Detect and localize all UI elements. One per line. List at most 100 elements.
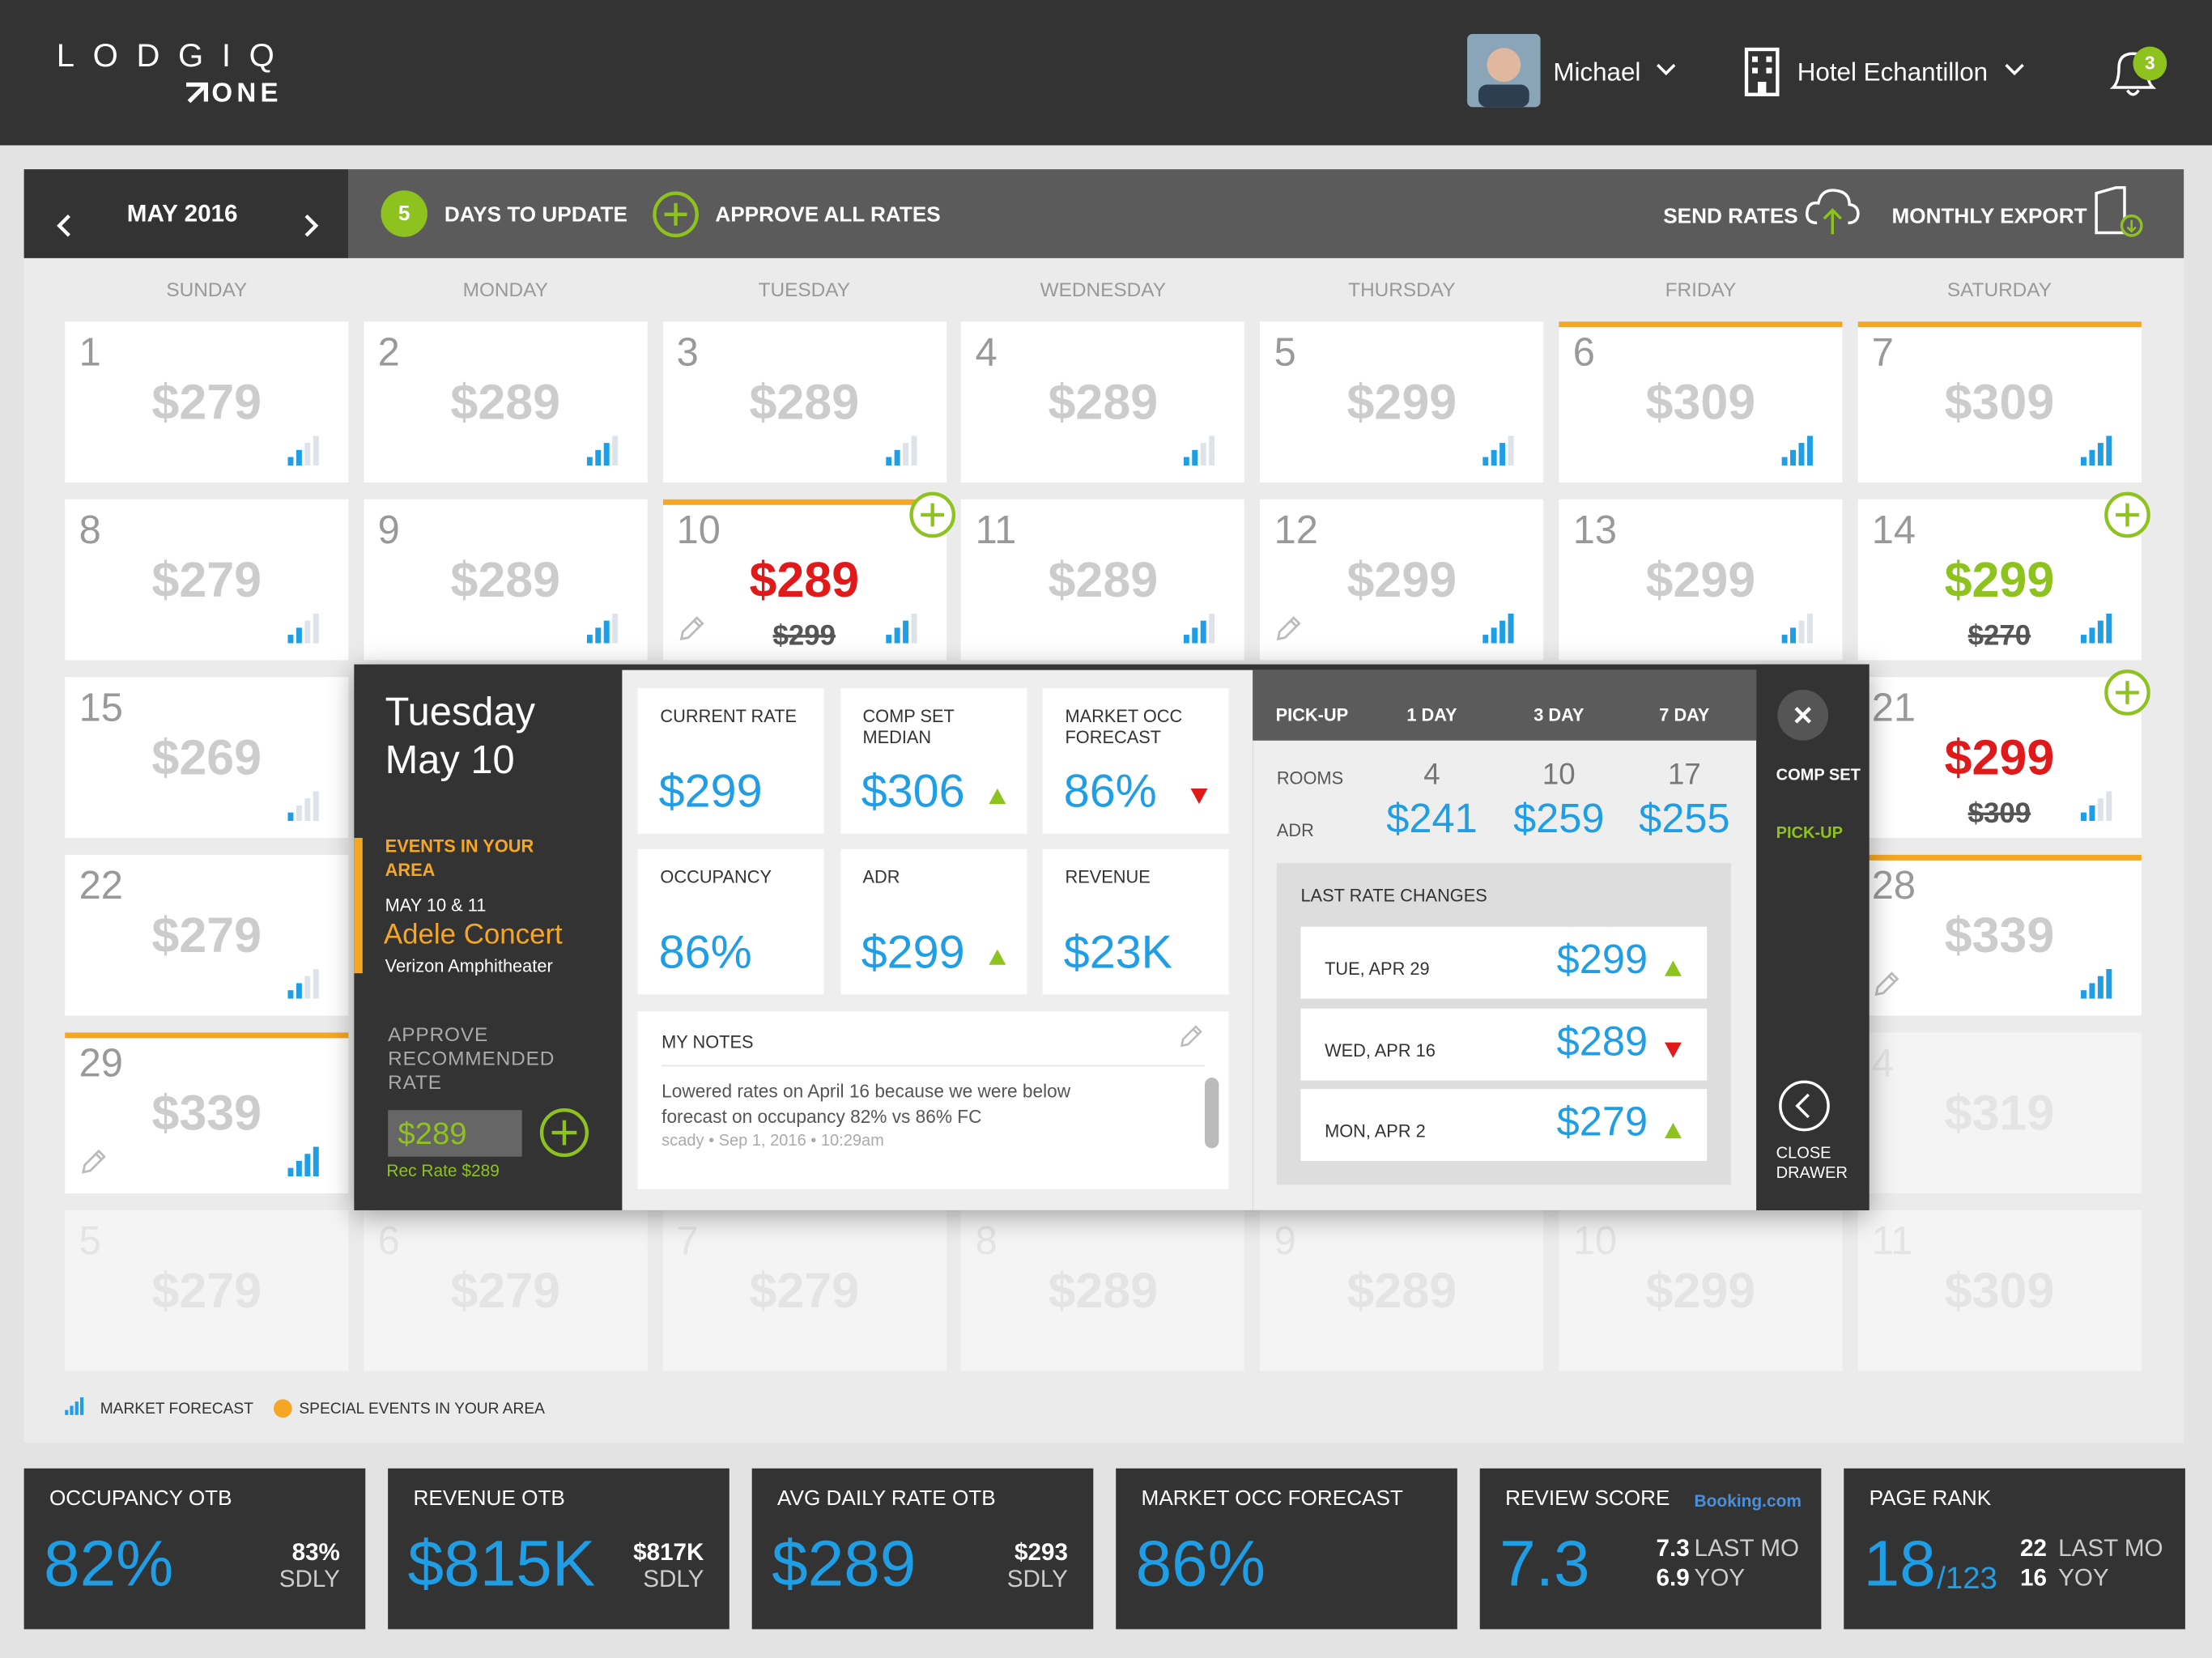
edit-icon[interactable]: [79, 1148, 108, 1176]
approve-rate[interactable]: [2103, 669, 2150, 716]
day-cell[interactable]: 9 $289: [364, 499, 648, 661]
notes-scrollbar: [1204, 1078, 1219, 1149]
day-cell[interactable]: 21 $299 $309: [1857, 677, 2142, 838]
user-name[interactable]: Michael: [1553, 57, 1641, 87]
approve-rate[interactable]: [539, 1107, 590, 1158]
day-cell[interactable]: 7 $279: [662, 1209, 946, 1371]
kpi-history-value: 16: [2020, 1564, 2048, 1592]
kpi-card: PAGE RANK 18/123 22 LAST MO 16 YOY: [1844, 1468, 2185, 1630]
weekday: MONDAY: [462, 278, 548, 301]
day-cell[interactable]: 28 $339: [1857, 854, 2142, 1016]
day-cell[interactable]: 22 $279: [65, 854, 349, 1016]
day-cell[interactable]: 3 $289: [662, 321, 946, 483]
metric-tile: COMP SET MEDIAN $306: [840, 688, 1027, 834]
day-cell[interactable]: 8 $279: [65, 499, 349, 661]
day-cell[interactable]: 4 $289: [961, 321, 1245, 483]
day-cell[interactable]: 15 $269: [65, 677, 349, 838]
hotel-name[interactable]: Hotel Echantillon: [1797, 57, 1989, 87]
edit-icon[interactable]: [677, 615, 705, 644]
kpi-history-value: 7.3: [1656, 1534, 1690, 1562]
approve-all[interactable]: APPROVE ALL RATES: [715, 202, 941, 227]
day-number: 11: [975, 508, 1017, 552]
day-cell[interactable]: 10 $289 $299: [662, 499, 946, 661]
kpi-value: 18: [1863, 1526, 1936, 1600]
send-rates[interactable]: SEND RATES: [1663, 204, 1798, 229]
kpi-value: 7.3: [1499, 1526, 1590, 1600]
day-cell[interactable]: 11 $289: [961, 499, 1245, 661]
day-cell[interactable]: 14 $299 $270: [1857, 499, 2142, 661]
day-cell[interactable]: 12 $299: [1260, 499, 1544, 661]
day-rate: $289: [450, 553, 561, 608]
prev-month[interactable]: [53, 211, 76, 240]
market-forecast: [1482, 613, 1514, 644]
edit-icon[interactable]: [1178, 1024, 1203, 1049]
hotel-caret[interactable]: [2003, 62, 2026, 79]
day-cell[interactable]: 10 $299: [1559, 1209, 1843, 1371]
next-month[interactable]: [299, 211, 321, 240]
notes-meta: scady • Sep 1, 2016 • 10:29am: [661, 1133, 884, 1150]
day-cell[interactable]: 9 $289: [1260, 1209, 1544, 1371]
days-label[interactable]: DAYS TO UPDATE: [444, 202, 627, 227]
approve-rate[interactable]: [908, 491, 955, 538]
trend-up: [988, 788, 1006, 805]
kpi-compare: $293: [1015, 1538, 1068, 1567]
kpi-card: AVG DAILY RATE OTB $289 $293 SDLY: [751, 1468, 1094, 1630]
day-number: 21: [1871, 685, 1916, 729]
day-cell[interactable]: 8 $289: [961, 1209, 1245, 1371]
kpi-history-label: YOY: [2058, 1564, 2109, 1592]
day-cell[interactable]: 2 $289: [364, 321, 648, 483]
kpi-compare-label: SDLY: [279, 1566, 340, 1593]
day-cell[interactable]: 4 $319: [1857, 1032, 2142, 1194]
day-number: 28: [1871, 863, 1916, 908]
rate-input[interactable]: $289: [388, 1110, 522, 1157]
metric-label: OCCUPANCY: [660, 867, 772, 887]
day-cell[interactable]: 7 $309: [1857, 321, 2142, 483]
day-cell[interactable]: 5 $279: [65, 1209, 349, 1371]
day-number: 1: [79, 329, 101, 374]
edit-icon[interactable]: [1872, 971, 1900, 999]
logo: LODGIQ: [56, 36, 293, 74]
close-button[interactable]: [1776, 688, 1830, 742]
notes-divider: [661, 1065, 1205, 1067]
close-drawer[interactable]: CLOSE DRAWER: [1776, 1145, 1848, 1183]
cloud-icon[interactable]: [1803, 184, 1862, 237]
day-number: 3: [676, 329, 699, 374]
day-number: 9: [377, 508, 400, 552]
kpi-history-label: LAST MO: [1694, 1534, 1800, 1562]
kpi-label: OCCUPANCY OTB: [49, 1486, 232, 1511]
market-forecast: [287, 1146, 319, 1177]
day-cell[interactable]: 6 $309: [1559, 321, 1843, 483]
weekday: FRIDAY: [1665, 278, 1737, 301]
drawer-tab[interactable]: PICK-UP: [1776, 825, 1843, 843]
approve-all-icon[interactable]: [652, 190, 700, 238]
export-icon[interactable]: [2091, 185, 2147, 241]
day-number: 10: [1572, 1218, 1618, 1263]
day-cell[interactable]: 13 $299: [1559, 499, 1843, 661]
day-cell[interactable]: 6 $279: [364, 1209, 648, 1371]
drawer-tab[interactable]: COMP SET: [1776, 767, 1861, 784]
kpi-total: /123: [1937, 1560, 1997, 1596]
close-drawer-icon[interactable]: [1777, 1079, 1831, 1133]
header-bar: [0, 0, 2212, 146]
day-cell[interactable]: 1 $279: [65, 321, 349, 483]
day-number: 11: [1871, 1218, 1913, 1263]
day-rate: $299: [1645, 1264, 1756, 1320]
kpi-history-value: 6.9: [1656, 1564, 1690, 1592]
day-rate: $289: [749, 375, 860, 431]
day-cell[interactable]: 5 $299: [1260, 321, 1544, 483]
edit-icon[interactable]: [1274, 615, 1303, 644]
day-number: 7: [676, 1218, 699, 1263]
approve-rate[interactable]: [2103, 491, 2150, 538]
day-cell[interactable]: 29 $339: [65, 1032, 349, 1194]
user-caret[interactable]: [1655, 62, 1678, 79]
weekday: WEDNESDAY: [1040, 278, 1167, 301]
day-cell[interactable]: 11 $309: [1857, 1209, 2142, 1371]
notes-title: MY NOTES: [661, 1032, 754, 1052]
market-forecast: [287, 613, 319, 644]
kpi-value: 82%: [44, 1526, 174, 1600]
kpi-card: OCCUPANCY OTB 82% 83% SDLY: [23, 1468, 366, 1630]
day-rate: $269: [151, 730, 262, 786]
rate-change-rate: $299: [1556, 937, 1648, 984]
monthly-export[interactable]: MONTHLY EXPORT: [1891, 204, 2087, 229]
